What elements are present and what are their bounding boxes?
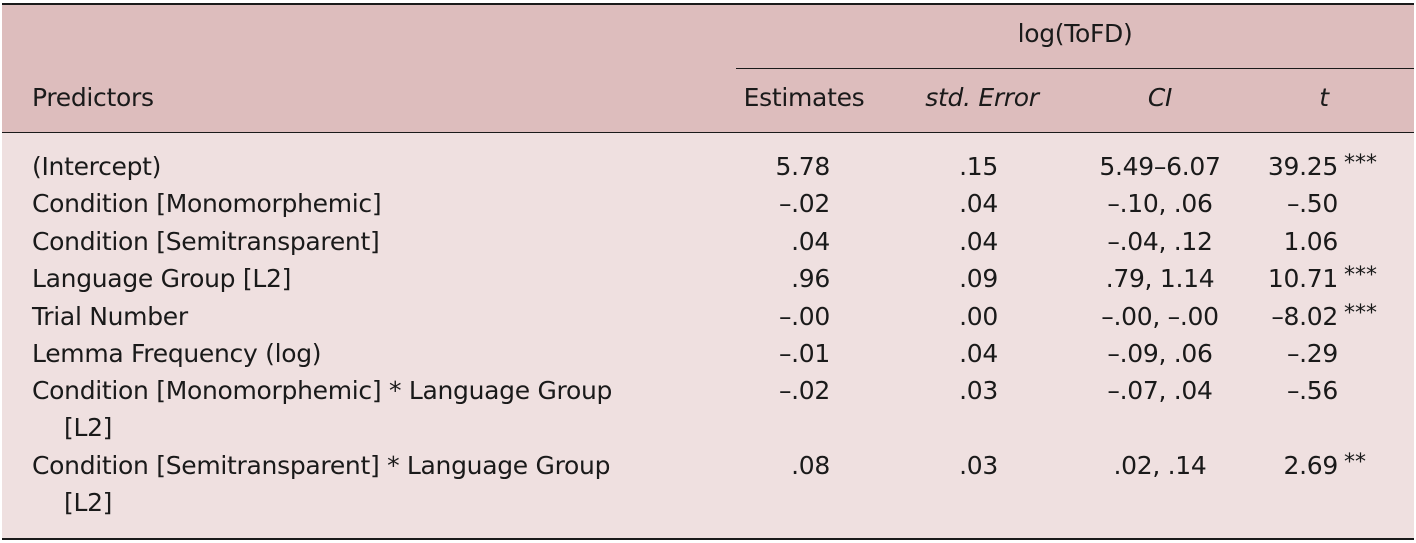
estimate-cell: –.00 xyxy=(778,302,830,331)
estimate-cell: –.02 xyxy=(778,189,830,218)
predictor-label-cont: [L2] xyxy=(64,488,113,517)
significance-stars: *** xyxy=(1344,301,1377,326)
t-cell: –.56 xyxy=(1286,376,1338,405)
estimate-cell: .08 xyxy=(791,451,830,480)
t-cell: 39.25 xyxy=(1267,152,1338,181)
t-header: t xyxy=(1319,83,1329,112)
std-error-cell: .04 xyxy=(959,339,998,368)
t-cell: –.50 xyxy=(1286,189,1338,218)
ci-cell: –.00, –.00 xyxy=(1101,302,1219,331)
significance-stars: ** xyxy=(1344,450,1366,475)
std-error-cell: .03 xyxy=(959,376,998,405)
std-error-header: std. Error xyxy=(925,83,1039,112)
table-header: log(ToFD) Predictors Estimates std. Erro… xyxy=(2,5,1414,133)
group-header-rule xyxy=(736,68,1414,69)
t-cell: –8.02 xyxy=(1271,302,1338,331)
ci-cell: 5.49–6.07 xyxy=(1099,152,1221,181)
t-cell: –.29 xyxy=(1286,339,1338,368)
std-error-cell: .04 xyxy=(959,189,998,218)
significance-stars: *** xyxy=(1344,151,1377,176)
predictor-label: Condition [Monomorphemic] xyxy=(32,189,382,218)
t-cell: 2.69 xyxy=(1283,451,1339,480)
predictor-label: Trial Number xyxy=(32,302,188,331)
ci-cell: –.10, .06 xyxy=(1107,189,1213,218)
predictor-label: Condition [Semitransparent] * Language G… xyxy=(32,451,611,480)
predictors-header: Predictors xyxy=(32,83,154,112)
predictor-label: Condition [Semitransparent] xyxy=(32,227,380,256)
predictor-label: (Intercept) xyxy=(32,152,162,181)
significance-stars: *** xyxy=(1344,263,1377,288)
ci-cell: –.09, .06 xyxy=(1107,339,1213,368)
std-error-cell: .04 xyxy=(959,227,998,256)
estimate-cell: 5.78 xyxy=(775,152,831,181)
estimate-cell: .04 xyxy=(791,227,830,256)
ci-header: CI xyxy=(1147,83,1173,112)
std-error-cell: .03 xyxy=(959,451,998,480)
estimate-cell: –.01 xyxy=(778,339,830,368)
std-error-cell: .09 xyxy=(959,264,998,293)
predictor-label: Language Group [L2] xyxy=(32,264,292,293)
estimate-cell: .96 xyxy=(791,264,830,293)
estimate-cell: –.02 xyxy=(778,376,830,405)
predictor-label: Condition [Monomorphemic] * Language Gro… xyxy=(32,376,613,405)
ci-cell: –.04, .12 xyxy=(1107,227,1213,256)
estimates-header: Estimates xyxy=(743,83,865,112)
ci-cell: .02, .14 xyxy=(1113,451,1207,480)
ci-cell: .79, 1.14 xyxy=(1105,264,1215,293)
regression-table: log(ToFD) Predictors Estimates std. Erro… xyxy=(2,3,1414,540)
t-cell: 10.71 xyxy=(1267,264,1338,293)
group-header: log(ToFD) xyxy=(1017,19,1133,48)
std-error-cell: .00 xyxy=(959,302,998,331)
ci-cell: –.07, .04 xyxy=(1107,376,1213,405)
t-cell: 1.06 xyxy=(1283,227,1339,256)
std-error-cell: .15 xyxy=(959,152,998,181)
predictor-label-cont: [L2] xyxy=(64,413,113,442)
predictor-label: Lemma Frequency (log) xyxy=(32,339,322,368)
